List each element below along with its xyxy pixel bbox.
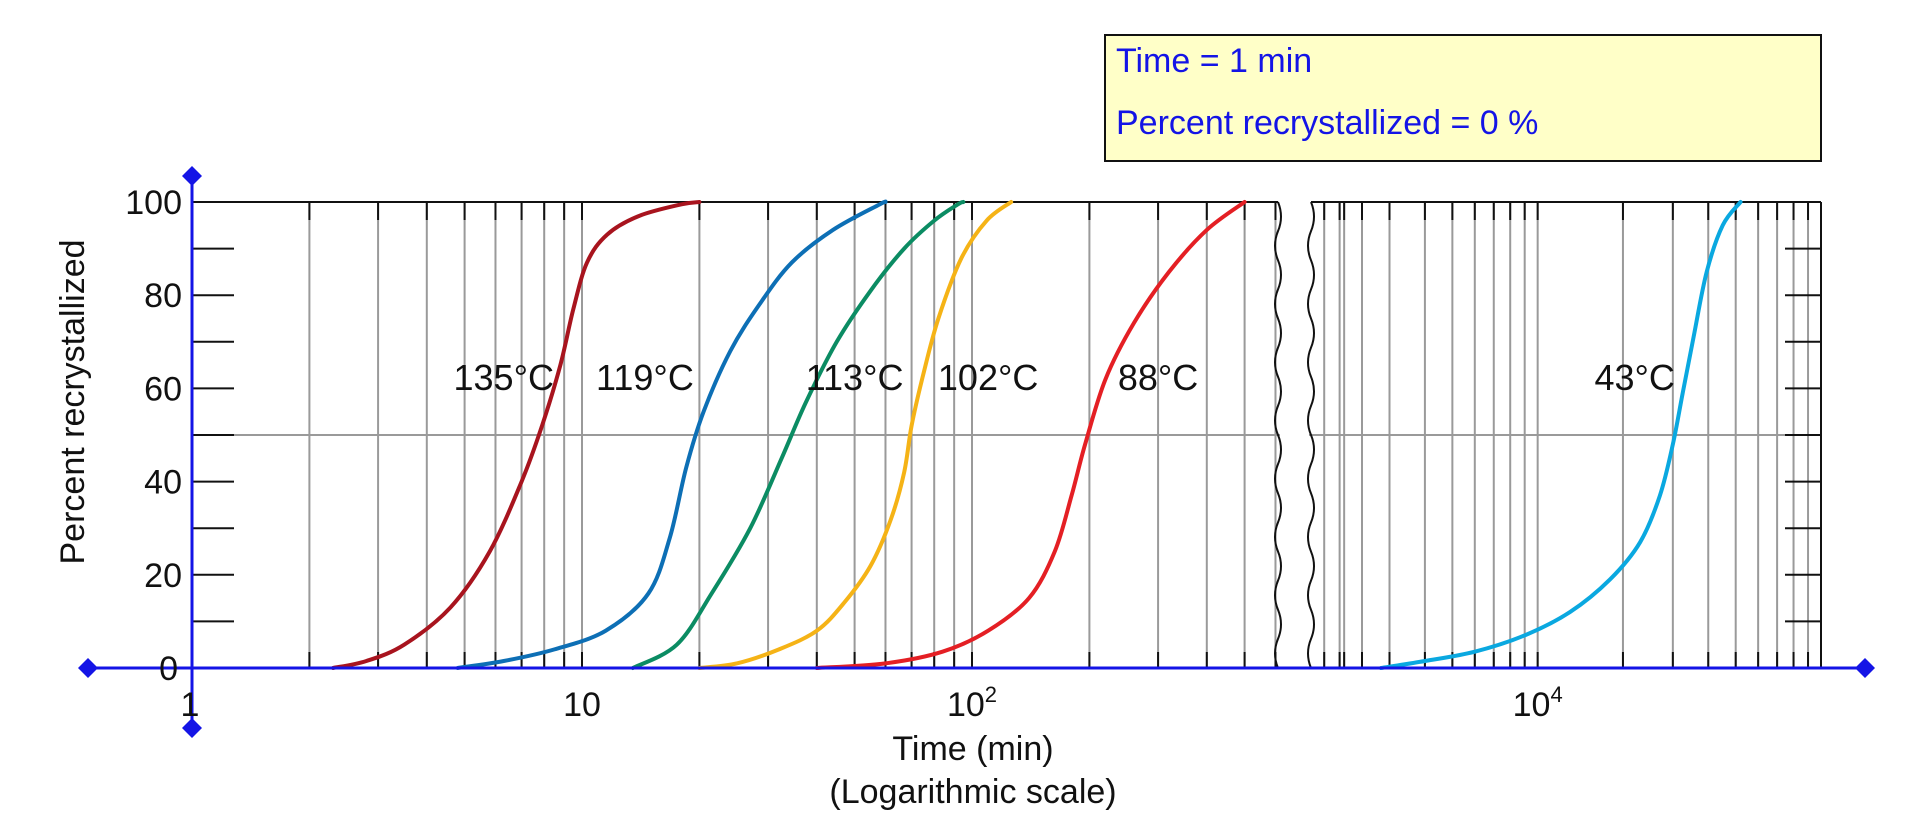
percent-readout: Percent recrystallized = 0 % bbox=[1116, 104, 1538, 143]
break-line-right bbox=[1307, 201, 1315, 669]
y-axis-top-handle bbox=[182, 166, 202, 186]
y-tick-label: 100 bbox=[125, 184, 182, 222]
series-label: 102°C bbox=[938, 357, 1038, 398]
x-tick-label: 10 bbox=[563, 686, 601, 724]
series-label: 43°C bbox=[1594, 357, 1674, 398]
series-line-135c bbox=[331, 200, 702, 670]
y-tick-label: 60 bbox=[144, 370, 182, 408]
percent-label: Percent recrystallized = bbox=[1116, 104, 1480, 142]
y-axis-title: Percent recrystallized bbox=[54, 239, 92, 564]
axes bbox=[78, 166, 1875, 738]
time-unit: min bbox=[1247, 42, 1313, 80]
break-gap bbox=[1280, 199, 1309, 668]
time-value: 1 bbox=[1229, 42, 1248, 80]
x-tick-label: 102 bbox=[947, 682, 997, 724]
x-axis-left-handle bbox=[78, 658, 98, 678]
series-label: 135°C bbox=[454, 357, 554, 398]
x-tick-label: 1 bbox=[181, 686, 200, 724]
x-tick-label: 104 bbox=[1513, 682, 1563, 724]
break-line-left bbox=[1274, 201, 1282, 669]
series-line-113c bbox=[630, 200, 966, 670]
axis-break bbox=[1274, 199, 1315, 669]
series-line-43c bbox=[1379, 200, 1743, 670]
x-axis-subtitle: (Logarithmic scale) bbox=[829, 773, 1116, 811]
series-label: 119°C bbox=[596, 357, 694, 398]
curves bbox=[331, 199, 1743, 670]
x-axis-title: Time (min) bbox=[892, 730, 1053, 768]
x-axis-right-handle bbox=[1855, 658, 1875, 678]
y-tick-label: 80 bbox=[144, 277, 182, 315]
plot-frame bbox=[192, 201, 1822, 668]
series-line-88c bbox=[814, 200, 1247, 670]
series-label: 113°C bbox=[806, 357, 904, 398]
y-tick-label: 20 bbox=[144, 557, 182, 595]
time-label: Time = bbox=[1116, 42, 1230, 80]
series-label: 88°C bbox=[1118, 357, 1198, 398]
labels: 135°C 119°C 113°C 102°C 88°C 43°C 0 20 40 60 80 100… bbox=[125, 184, 1675, 724]
time-readout: Time = 1 min bbox=[1116, 42, 1312, 81]
series-line-102c bbox=[697, 200, 1014, 670]
y-axis-bottom-handle bbox=[182, 718, 202, 738]
readout-panel: Time = 1 min Percent recrystallized = 0 … bbox=[1104, 34, 1822, 162]
percent-unit: % bbox=[1498, 104, 1539, 142]
series-line-119c bbox=[455, 199, 888, 670]
y-tick-label: 40 bbox=[144, 464, 182, 502]
grid-lines bbox=[192, 202, 1821, 668]
y-tick-label: 0 bbox=[159, 650, 178, 688]
percent-value: 0 bbox=[1479, 104, 1499, 142]
